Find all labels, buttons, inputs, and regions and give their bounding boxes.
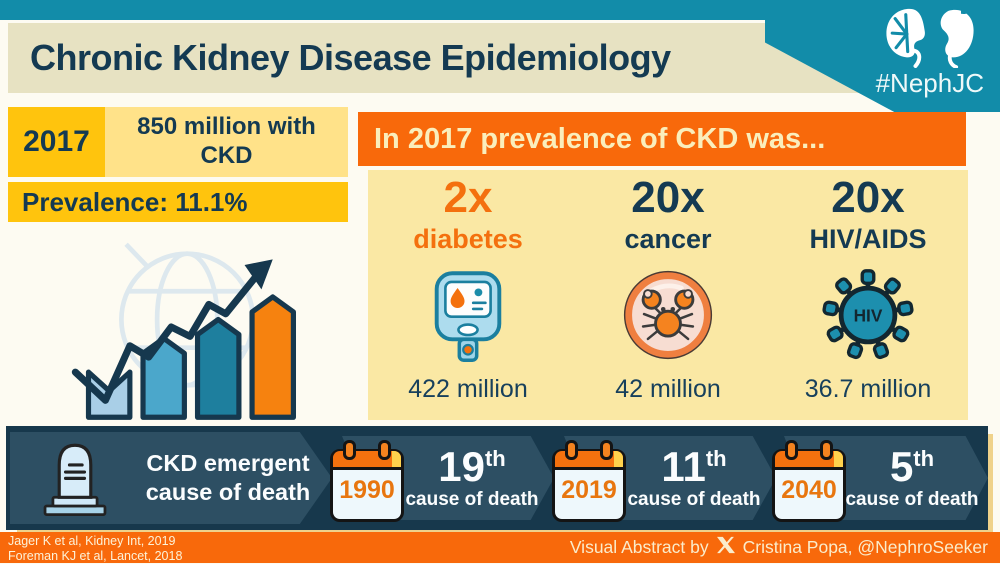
comparison-label: cancer xyxy=(624,224,712,255)
milestone-label: cause of death xyxy=(405,488,539,510)
milestone-year: 2019 xyxy=(561,476,617,504)
multiplier: 20x xyxy=(631,173,705,222)
comparison-label: HIV/AIDS xyxy=(809,224,927,255)
comparison-diabetes: 2x diabetes 422 million xyxy=(368,170,568,420)
brand-hashtag: #NephJC xyxy=(875,68,984,98)
citations: Jager K et al, Kidney Int, 2019 Foreman … xyxy=(8,534,182,564)
comparison-hiv: 20x HIV/AIDS HIV xyxy=(768,170,968,420)
tombstone-icon xyxy=(36,435,114,522)
multiplier: 2x xyxy=(443,173,493,222)
comparison-value: 422 million xyxy=(408,375,528,404)
milestone-rank: 19th xyxy=(438,442,506,490)
credit-name: Cristina Popa, @NephroSeeker xyxy=(742,537,988,557)
footer-bar: Jager K et al, Kidney Int, 2019 Foreman … xyxy=(0,532,1000,563)
milestone-label: cause of death xyxy=(845,488,979,510)
credit-prefix: Visual Abstract by xyxy=(569,537,709,557)
comparison-value: 36.7 million xyxy=(804,375,932,404)
milestone-1990: 19th cause of death xyxy=(405,436,539,520)
top-accent-strip xyxy=(0,0,1000,20)
cancer-crab-icon xyxy=(622,261,714,369)
prevalence-panel: 2x diabetes 422 million xyxy=(368,170,968,420)
citation-line: Foreman KJ et al, Lancet, 2018 xyxy=(8,548,183,563)
hiv-virus-icon: HIV xyxy=(820,261,916,369)
multiplier: 20x xyxy=(831,173,905,222)
glucose-meter-icon xyxy=(428,261,508,369)
comparison-cancer: 20x cancer xyxy=(568,170,768,420)
death-timeline-band: CKD emergent cause of death 1990 2019 20… xyxy=(6,426,988,530)
milestone-rank: 11th xyxy=(661,442,727,490)
milestone-year: 2040 xyxy=(781,476,837,504)
title-bar: Chronic Kidney Disease Epidemiology xyxy=(8,23,892,93)
milestone-2019: 11th cause of death xyxy=(627,436,761,520)
comparison-label: diabetes xyxy=(413,224,523,255)
x-logo-icon xyxy=(716,536,735,559)
brand-corner: #NephJC xyxy=(765,0,1000,112)
milestone-rank: 5th xyxy=(889,442,935,490)
calendar-icon-1990: 1990 xyxy=(330,440,404,522)
svg-text:HIV: HIV xyxy=(854,306,883,326)
prevalence-stat: Prevalence: 11.1% xyxy=(8,182,348,222)
growth-chart-icon xyxy=(55,233,310,426)
milestone-year: 1990 xyxy=(339,476,395,504)
page-title: Chronic Kidney Disease Epidemiology xyxy=(30,37,671,78)
kidneys-icon xyxy=(882,6,978,73)
milestone-2040: 5th cause of death xyxy=(845,436,979,520)
comparison-value: 42 million xyxy=(615,375,721,404)
calendar-icon-2019: 2019 xyxy=(552,440,626,522)
timeline-heading-chevron: CKD emergent cause of death xyxy=(10,432,332,524)
credit: Visual Abstract by Cristina Popa, @Nephr… xyxy=(570,532,988,563)
timeline-heading: CKD emergent cause of death xyxy=(145,449,311,505)
milestone-label: cause of death xyxy=(627,488,761,510)
citation-line: Jager K et al, Kidney Int, 2019 xyxy=(8,534,176,548)
year-badge: 2017 xyxy=(8,107,105,177)
calendar-icon-2040: 2040 xyxy=(772,440,846,522)
population-stat: 850 million with CKD xyxy=(105,107,348,177)
panel-heading: In 2017 prevalence of CKD was... xyxy=(358,112,966,166)
